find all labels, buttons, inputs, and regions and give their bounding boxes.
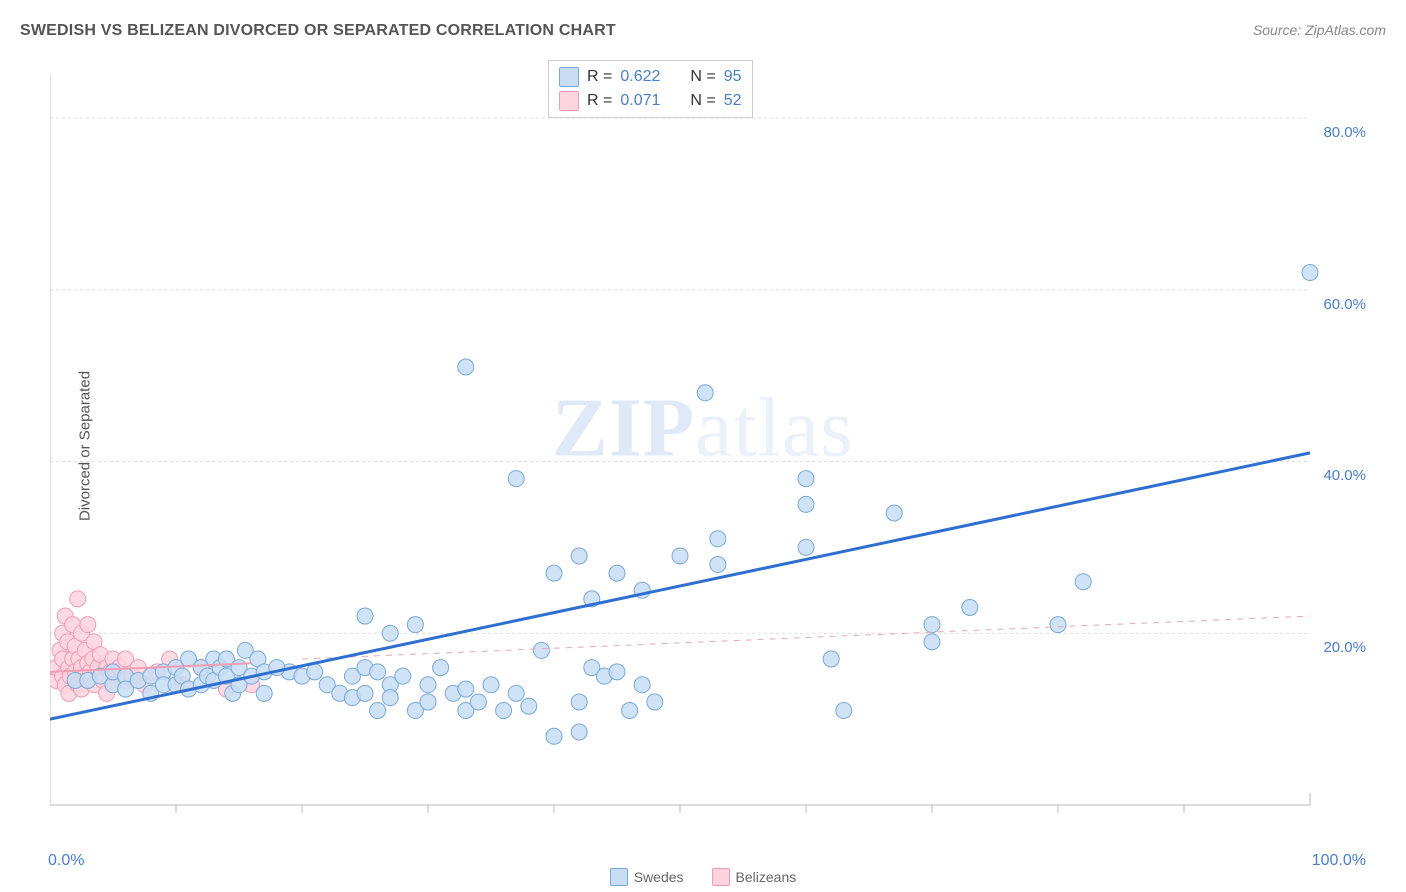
data-point [798,496,814,512]
data-point [1302,265,1318,281]
legend-r-value: 0.622 [620,68,660,86]
data-point [823,651,839,667]
y-tick-label: 40.0% [1323,467,1366,484]
data-point [546,565,562,581]
data-point [433,660,449,676]
data-point [407,617,423,633]
legend-swatch [559,67,579,87]
data-point [710,557,726,573]
data-point [1050,617,1066,633]
data-point [710,531,726,547]
data-point [571,694,587,710]
data-point [80,617,96,633]
legend-swatch [610,868,628,886]
legend-item: Belizeans [712,869,797,885]
data-point [420,694,436,710]
trend-line-swedes [50,453,1310,719]
scatter-chart [50,55,1360,825]
data-point [70,591,86,607]
data-point [571,724,587,740]
chart-area [50,55,1360,825]
legend-stat-row: R = 0.071 N = 52 [559,89,742,113]
data-point [546,728,562,744]
data-point [382,690,398,706]
data-point [382,625,398,641]
legend-n-value: 52 [724,92,742,110]
data-point [470,694,486,710]
data-point [836,703,852,719]
legend-n-key: N = [690,92,715,110]
data-point [798,539,814,555]
legend-label: Belizeans [736,869,797,885]
data-point [458,359,474,375]
data-point [962,599,978,615]
source-label: Source: ZipAtlas.com [1253,22,1386,38]
data-point [1075,574,1091,590]
legend-n-key: N = [690,68,715,86]
data-point [609,664,625,680]
data-point [533,642,549,658]
data-point [508,471,524,487]
data-point [622,703,638,719]
data-point [697,385,713,401]
legend-swatch [559,91,579,111]
legend-n-value: 95 [724,68,742,86]
data-point [924,634,940,650]
data-point [496,703,512,719]
legend-r-key: R = [587,92,612,110]
data-point [508,685,524,701]
data-point [357,608,373,624]
data-point [483,677,499,693]
data-point [672,548,688,564]
series-legend: Swedes Belizeans [0,868,1406,886]
data-point [370,703,386,719]
legend-label: Swedes [634,869,684,885]
y-tick-label: 60.0% [1323,296,1366,313]
trend-line-extension [302,616,1310,659]
data-point [370,664,386,680]
data-point [357,685,373,701]
legend-r-value: 0.071 [620,92,660,110]
y-tick-label: 20.0% [1323,639,1366,656]
data-point [521,698,537,714]
data-point [924,617,940,633]
data-point [609,565,625,581]
stats-legend: R = 0.622 N = 95 R = 0.071 N = 52 [548,60,753,118]
chart-title: SWEDISH VS BELIZEAN DIVORCED OR SEPARATE… [20,22,616,40]
data-point [420,677,436,693]
legend-r-key: R = [587,68,612,86]
data-point [571,548,587,564]
y-tick-label: 80.0% [1323,124,1366,141]
legend-item: Swedes [610,869,684,885]
data-point [634,677,650,693]
data-point [647,694,663,710]
data-point [307,664,323,680]
legend-swatch [712,868,730,886]
data-point [395,668,411,684]
data-point [886,505,902,521]
data-point [256,685,272,701]
data-point [798,471,814,487]
data-point [458,681,474,697]
legend-stat-row: R = 0.622 N = 95 [559,65,742,89]
